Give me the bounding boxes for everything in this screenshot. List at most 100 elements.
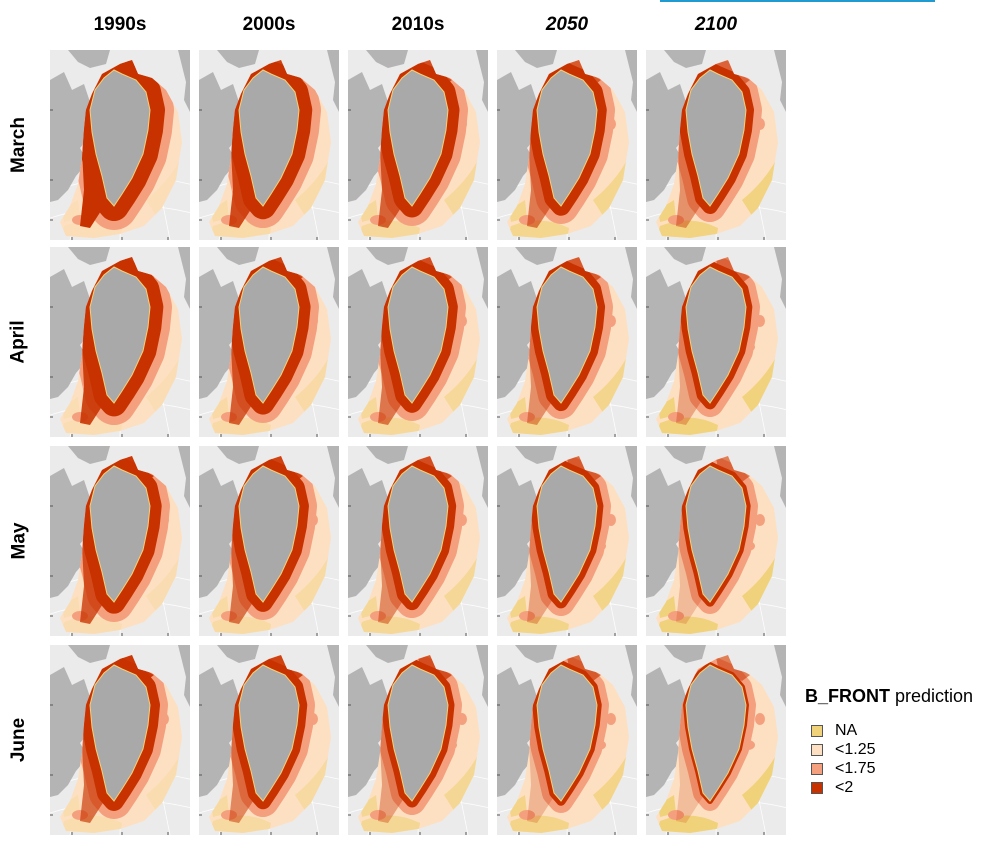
legend-label: <1.75 <box>835 759 876 777</box>
west-red-strip <box>229 679 257 823</box>
west-red-strip <box>80 480 108 624</box>
ellesmere-land <box>68 50 110 68</box>
row-label-may: May <box>4 446 34 636</box>
legend-item: <1.25 <box>811 740 995 759</box>
greenland-coast <box>238 664 300 802</box>
ellesmere-land <box>515 247 557 265</box>
row-label-text: May <box>8 522 29 560</box>
axis-ticks <box>199 306 318 437</box>
ellesmere-land <box>664 50 706 68</box>
greenland-land <box>90 665 150 801</box>
svalbard-land <box>774 247 786 309</box>
column-header-1990s: 1990s <box>93 14 147 35</box>
map-svg <box>646 247 786 437</box>
north-red-strip <box>716 257 750 283</box>
map-svg <box>497 50 637 240</box>
svalbard-land <box>625 50 637 112</box>
svalbard-land <box>178 645 190 707</box>
map-panel-june-1990s <box>50 645 190 835</box>
ellesmere-land <box>366 50 408 68</box>
map-panel-may-2010s <box>348 446 488 636</box>
axis-ticks <box>497 505 616 636</box>
map-panel-april-1990s <box>50 247 190 437</box>
map-panel-may-2100 <box>646 446 786 636</box>
north-red-strip <box>269 456 303 482</box>
north-red-strip <box>418 456 452 482</box>
west-red-strip <box>676 480 704 624</box>
legend-item: <2 <box>811 778 995 797</box>
north-red-strip <box>716 60 750 86</box>
axis-ticks <box>497 704 616 835</box>
map-svg <box>348 645 488 835</box>
map-panel-march-2000s <box>199 50 339 240</box>
row-label-text: June <box>8 717 30 763</box>
greenland-land <box>537 267 597 403</box>
ellesmere-land <box>68 446 110 464</box>
greenland-coast <box>89 266 151 404</box>
west-red-strip <box>527 84 555 228</box>
greenland-coast <box>238 69 300 207</box>
greenland-land <box>686 466 746 602</box>
north-red-strip <box>269 60 303 86</box>
greenland-land <box>686 665 746 801</box>
legend-item: <1.75 <box>811 759 995 778</box>
greenland-land <box>239 267 299 403</box>
map-svg <box>199 645 339 835</box>
ellesmere-land <box>366 645 408 663</box>
greenland-coast <box>387 465 449 603</box>
west-red-strip <box>378 480 406 624</box>
map-panel-may-1990s <box>50 446 190 636</box>
greenland-coast <box>536 465 598 603</box>
ellesmere-land <box>515 50 557 68</box>
greenland-coast <box>89 465 151 603</box>
map-panel-march-2050 <box>497 50 637 240</box>
axis-ticks <box>348 306 467 437</box>
map-svg <box>497 247 637 437</box>
north-red-strip <box>269 655 303 681</box>
column-header-2050: 2050 <box>545 14 589 35</box>
svalbard-land <box>774 446 786 508</box>
map-panel-april-2050 <box>497 247 637 437</box>
axis-ticks <box>199 505 318 636</box>
map-svg <box>50 645 190 835</box>
legend-label: <1.25 <box>835 740 876 758</box>
map-svg <box>50 247 190 437</box>
map-panel-april-2000s <box>199 247 339 437</box>
ellesmere-land <box>366 446 408 464</box>
greenland-land <box>537 70 597 206</box>
ellesmere-land <box>664 645 706 663</box>
map-svg <box>497 645 637 835</box>
greenland-land <box>90 267 150 403</box>
map-svg <box>646 645 786 835</box>
greenland-coast <box>387 69 449 207</box>
legend-title-suffix: prediction <box>890 686 974 706</box>
axis-ticks <box>646 306 765 437</box>
svalbard-land <box>625 446 637 508</box>
west-red-strip <box>527 281 555 425</box>
column-header-2100: 2100 <box>694 14 738 35</box>
map-panel-march-2100 <box>646 50 786 240</box>
legend-items: NA <1.25 <1.75 <2 <box>811 721 995 797</box>
greenland-coast <box>238 465 300 603</box>
row-label-june: June <box>4 645 34 835</box>
map-panel-april-2010s <box>348 247 488 437</box>
map-panel-march-1990s <box>50 50 190 240</box>
greenland-land <box>239 466 299 602</box>
legend-title-variable: B_FRONT <box>805 686 890 706</box>
north-red-strip <box>418 655 452 681</box>
greenland-coast <box>685 69 747 207</box>
greenland-coast <box>685 664 747 802</box>
greenland-land <box>388 267 448 403</box>
map-svg <box>50 50 190 240</box>
map-panel-june-2010s <box>348 645 488 835</box>
map-svg <box>348 247 488 437</box>
svalbard-land <box>476 645 488 707</box>
legend-swatch <box>811 724 823 737</box>
ellesmere-land <box>664 446 706 464</box>
ellesmere-land <box>68 645 110 663</box>
svalbard-land <box>476 50 488 112</box>
north-red-strip <box>418 257 452 283</box>
map-svg <box>199 446 339 636</box>
north-red-strip <box>120 655 154 681</box>
axis-ticks <box>646 704 765 835</box>
